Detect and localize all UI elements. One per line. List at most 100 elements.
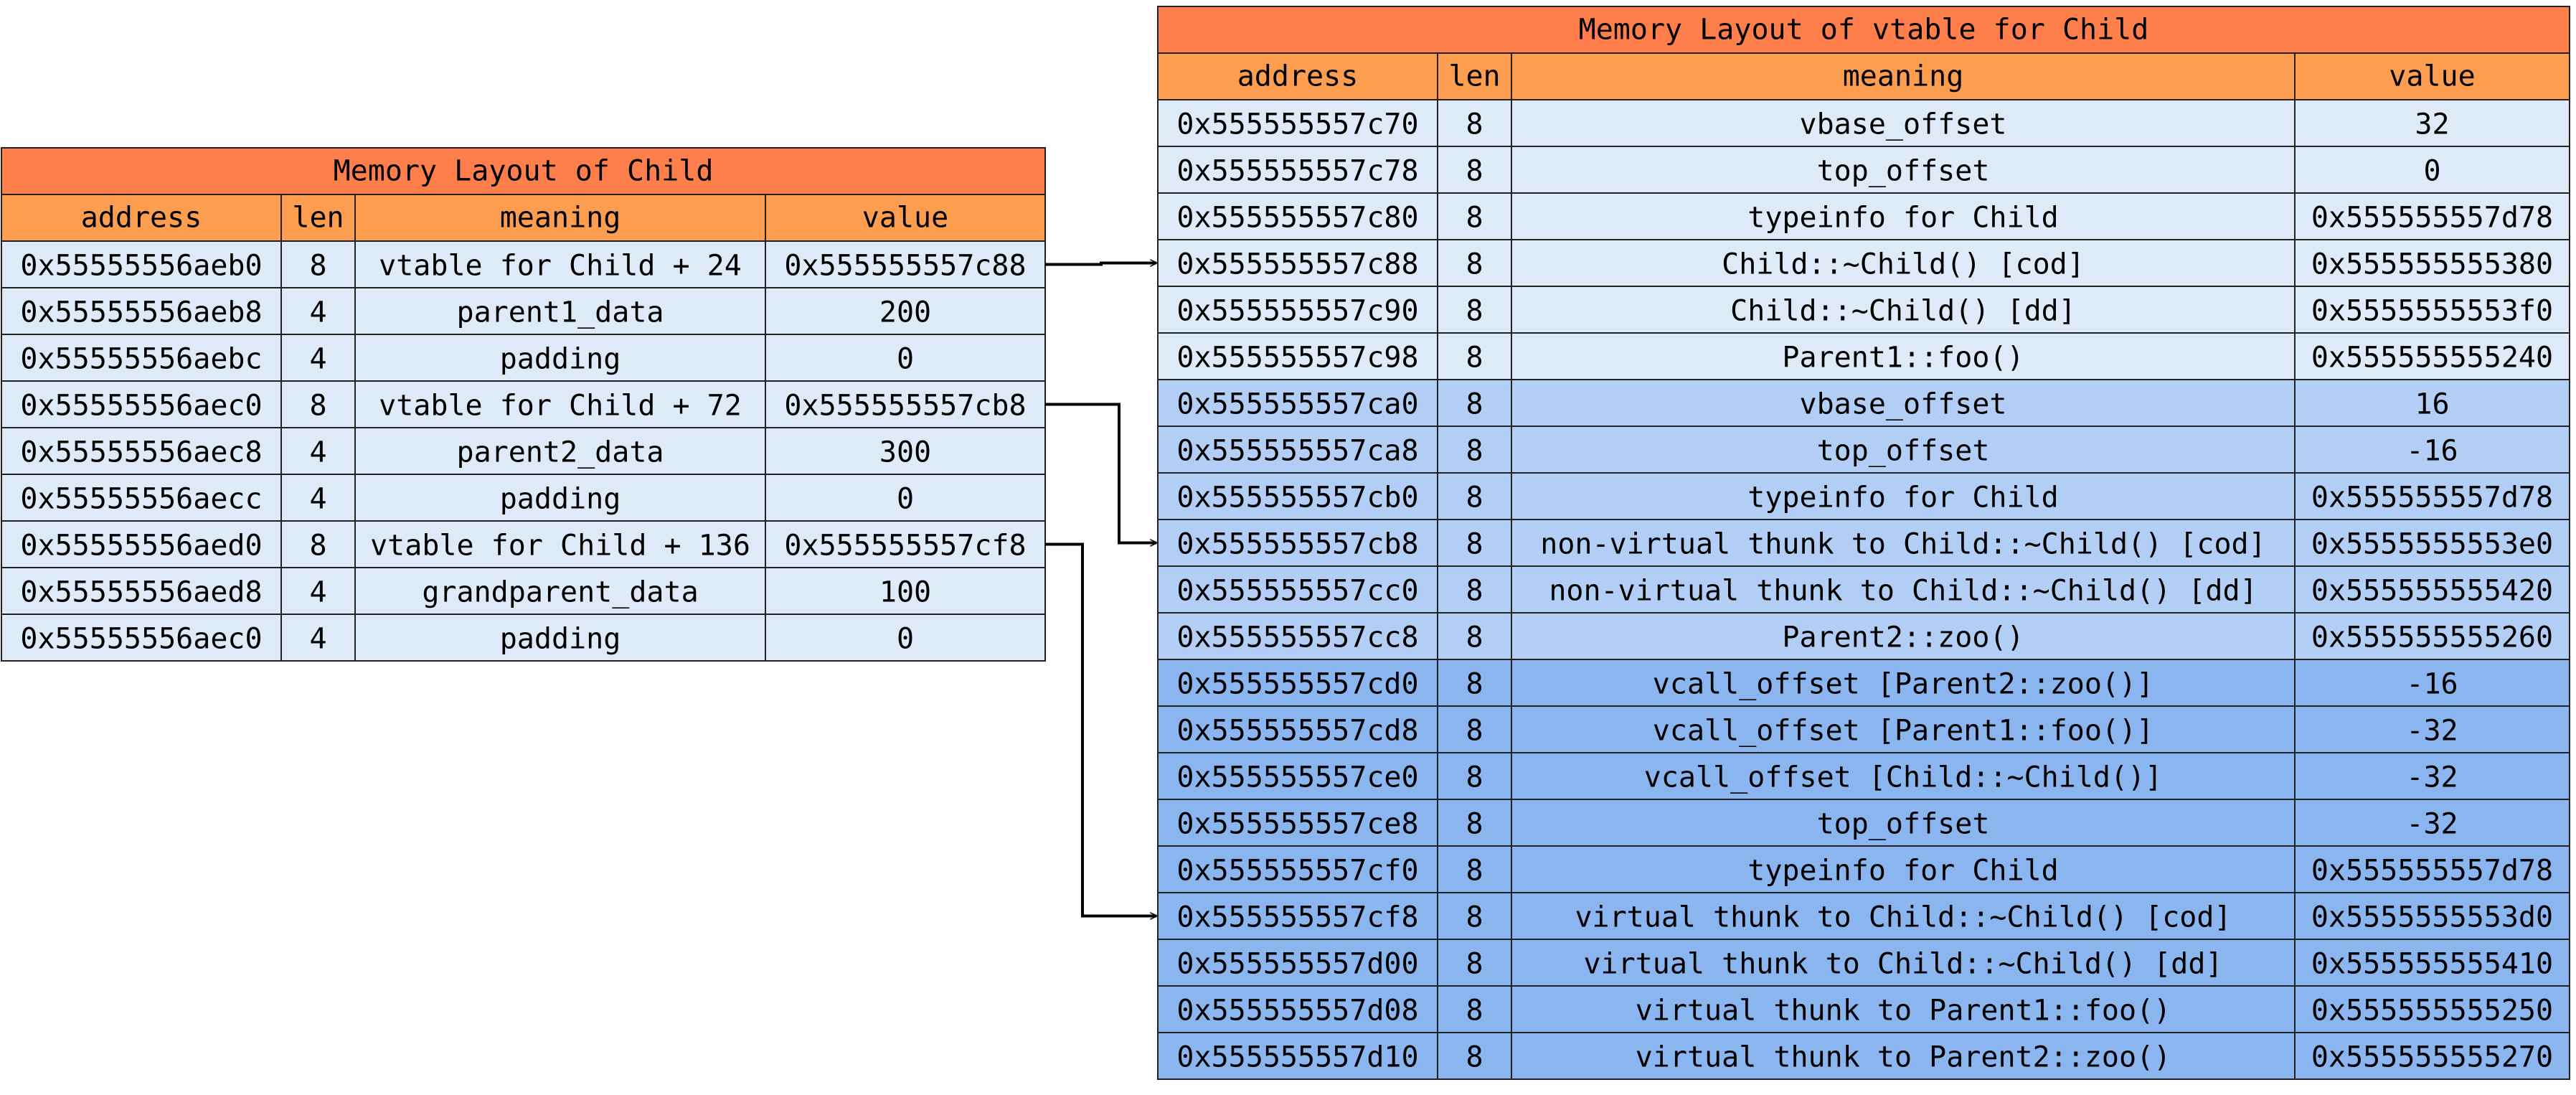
cell bbox=[1157, 659, 1438, 707]
cell bbox=[1437, 892, 1512, 940]
cell bbox=[280, 520, 356, 568]
cell-text: 0x55555556aec8 bbox=[20, 436, 262, 469]
cell-text: 0x555555557cf8 bbox=[784, 530, 1026, 563]
cell-text: non-virtual thunk to Child::~Child() [co… bbox=[1540, 528, 2265, 561]
cell-text: 0 bbox=[2423, 155, 2440, 188]
header-label: meaning bbox=[500, 202, 621, 235]
cell bbox=[354, 240, 766, 288]
cell-text: 0x555555557ce8 bbox=[1176, 808, 1418, 841]
cell-text: -16 bbox=[2406, 435, 2458, 468]
cell-text: 0x555555557c88 bbox=[784, 250, 1026, 283]
cell-text: typeinfo for Child bbox=[1747, 202, 2058, 235]
cell bbox=[280, 380, 356, 428]
cell-text: 8 bbox=[1466, 528, 1483, 561]
cell bbox=[1157, 239, 1438, 287]
cell-text: 0x555555555240 bbox=[2311, 342, 2553, 375]
cell bbox=[1511, 565, 2296, 614]
header-label: len bbox=[292, 202, 344, 235]
cell bbox=[1437, 752, 1512, 800]
pointer-arrow bbox=[1045, 263, 1156, 265]
cell-text: 0x555555557d08 bbox=[1176, 995, 1418, 1028]
cell bbox=[765, 567, 1046, 615]
cell-text: 0x55555556aeb0 bbox=[20, 250, 262, 283]
cell-text: 8 bbox=[1466, 808, 1483, 841]
cell-text: 0x555555557ca8 bbox=[1176, 435, 1418, 468]
pointer-arrow bbox=[1045, 403, 1156, 543]
cell-text: 8 bbox=[309, 390, 326, 423]
cell bbox=[2294, 705, 2570, 753]
cell bbox=[765, 334, 1046, 382]
cell bbox=[1437, 426, 1512, 474]
cell-text: 0x555555557cd0 bbox=[1176, 668, 1418, 701]
cell-text: 0x555555557d10 bbox=[1176, 1041, 1418, 1074]
tables: Memory Layout of Child address len meaning v… bbox=[1, 6, 2570, 1080]
cell-text: 0x555555557c70 bbox=[1176, 108, 1418, 141]
cell-text: 8 bbox=[1466, 435, 1483, 468]
cell bbox=[1511, 239, 2296, 287]
cell-text: parent1_data bbox=[457, 296, 664, 329]
cell bbox=[1157, 705, 1438, 753]
cell-text: 8 bbox=[1466, 248, 1483, 281]
cell bbox=[2294, 659, 2570, 707]
cell-text: Child::~Child() [dd] bbox=[1730, 295, 2076, 328]
table-title: Memory Layout of Child bbox=[334, 155, 714, 188]
header-cell bbox=[1, 194, 282, 242]
header-label: address bbox=[1237, 60, 1359, 93]
table-title: Memory Layout of vtable for Child bbox=[1579, 14, 2149, 47]
cell bbox=[354, 380, 766, 428]
cell bbox=[1511, 99, 2296, 147]
cell-text: vtable for Child + 136 bbox=[370, 530, 750, 563]
cell-text: vbase_offset bbox=[1800, 108, 2007, 141]
cell bbox=[354, 334, 766, 382]
header-cell bbox=[1511, 52, 2296, 100]
cell-text: -16 bbox=[2406, 668, 2458, 701]
cell-text: virtual thunk to Parent1::foo() bbox=[1636, 995, 2171, 1028]
cell bbox=[2294, 286, 2570, 334]
cell-text: 0x555555557c88 bbox=[1176, 248, 1418, 281]
cell-text: 8 bbox=[1466, 761, 1483, 794]
cell-text: 0x555555557d00 bbox=[1176, 948, 1418, 981]
cell bbox=[1511, 332, 2296, 380]
cell-text: 0x555555555380 bbox=[2311, 248, 2553, 281]
cell-text: 0x5555555553e0 bbox=[2311, 528, 2553, 561]
cell-text: 4 bbox=[309, 483, 326, 516]
cell bbox=[1437, 519, 1512, 567]
header-cell bbox=[1157, 52, 1438, 100]
title-cell bbox=[1, 147, 1046, 195]
cell bbox=[1157, 799, 1438, 847]
cell-text: Parent2::zoo() bbox=[1782, 621, 2024, 654]
cell-text: 0x555555557d78 bbox=[2311, 202, 2553, 235]
cell bbox=[1157, 192, 1438, 240]
cell-text: typeinfo for Child bbox=[1747, 855, 2058, 888]
cell-text: vtable for Child + 72 bbox=[379, 390, 742, 423]
cell-text: 0x555555557cb0 bbox=[1176, 481, 1418, 514]
header-label: len bbox=[1448, 60, 1500, 93]
cell-text: 8 bbox=[1466, 108, 1483, 141]
cell-text: 0x555555555260 bbox=[2311, 621, 2553, 654]
cell-text: top_offset bbox=[1817, 808, 1990, 841]
cell-text: padding bbox=[500, 623, 621, 656]
cell-text: 0x555555557c78 bbox=[1176, 155, 1418, 188]
cell bbox=[280, 427, 356, 475]
cell-text: vtable for Child + 24 bbox=[379, 250, 742, 283]
header-label: value bbox=[2389, 60, 2475, 93]
header-label: value bbox=[862, 202, 948, 235]
cell-text: 0x555555557cc0 bbox=[1176, 575, 1418, 608]
cell-text: -32 bbox=[2406, 715, 2458, 748]
cell-text: 8 bbox=[1466, 575, 1483, 608]
header-cell bbox=[2294, 52, 2570, 100]
cell-text: 0x555555557c90 bbox=[1176, 295, 1418, 328]
cell bbox=[765, 427, 1046, 475]
cell-text: Child::~Child() [cod] bbox=[1722, 248, 2085, 281]
cell bbox=[1, 334, 282, 382]
cell bbox=[2294, 426, 2570, 474]
cell-text: 0x55555556aecc bbox=[20, 483, 262, 516]
cell-text: 0x555555557d78 bbox=[2311, 855, 2553, 888]
cell bbox=[1157, 565, 1438, 614]
cell-text: 0x555555557cb8 bbox=[784, 390, 1026, 423]
cell-text: parent2_data bbox=[457, 436, 664, 469]
cell-text: 8 bbox=[1466, 948, 1483, 981]
cell-text: 0x555555555420 bbox=[2311, 575, 2553, 608]
cell bbox=[1, 287, 282, 335]
cell-text: -32 bbox=[2406, 761, 2458, 794]
